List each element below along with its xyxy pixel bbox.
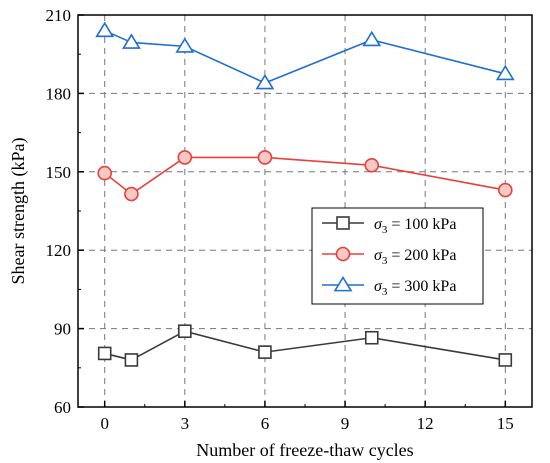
series-group [95, 21, 515, 367]
data-point [498, 353, 513, 367]
data-point [495, 64, 515, 81]
legend: σ3 = 100 kPa σ3 = 200 kPa σ3 = 300 kPa [311, 207, 484, 305]
legend-item: σ3 = 300 kPa [322, 275, 456, 298]
data-point [255, 73, 275, 90]
data-point [178, 324, 192, 339]
legend-label: σ3 = 200 kPa [374, 247, 456, 267]
data-point [258, 345, 272, 359]
x-tick-label: 3 [181, 414, 190, 433]
legend-marker [333, 275, 353, 292]
series-line [104, 330, 506, 361]
x-tick-label: 9 [341, 414, 350, 433]
data-point [257, 150, 273, 165]
series-line [104, 29, 506, 84]
data-point [97, 346, 112, 361]
y-tick-label: 60 [54, 398, 71, 417]
legend-marker [336, 216, 350, 230]
data-point [175, 37, 195, 53]
data-point [497, 182, 513, 198]
legend-item: σ3 = 100 kPa [322, 216, 456, 236]
series-0 [97, 324, 513, 367]
series-2 [95, 21, 515, 90]
data-point [177, 150, 193, 165]
data-point [124, 353, 139, 367]
legend-label: σ3 = 300 kPa [374, 278, 456, 298]
y-axis-title: Shear strength (kPa) [8, 138, 29, 285]
data-point [97, 165, 113, 181]
data-point [364, 157, 380, 173]
x-tick-label: 12 [417, 414, 434, 433]
axis-ticks: 0 3 6 9 12 15 60 90 120 150 180 210 [46, 6, 514, 433]
data-point [364, 330, 379, 345]
data-point [95, 21, 115, 38]
series-line [104, 156, 506, 196]
data-point [121, 33, 141, 49]
data-point [362, 30, 382, 47]
y-tick-label: 90 [54, 320, 71, 339]
y-tick-label: 180 [46, 84, 72, 103]
legend-item: σ3 = 200 kPa [322, 246, 456, 267]
x-tick-label: 0 [100, 414, 109, 433]
legend-marker [335, 246, 351, 262]
y-tick-label: 150 [46, 163, 72, 182]
legend-label: σ3 = 100 kPa [374, 216, 456, 236]
y-tick-label: 120 [46, 241, 72, 260]
series-1 [97, 150, 513, 202]
y-tick-label: 210 [46, 6, 72, 25]
x-tick-label: 6 [261, 414, 270, 433]
x-axis-title: Number of freeze-thaw cycles [196, 440, 413, 460]
x-tick-label: 15 [497, 414, 514, 433]
data-point [124, 186, 139, 202]
